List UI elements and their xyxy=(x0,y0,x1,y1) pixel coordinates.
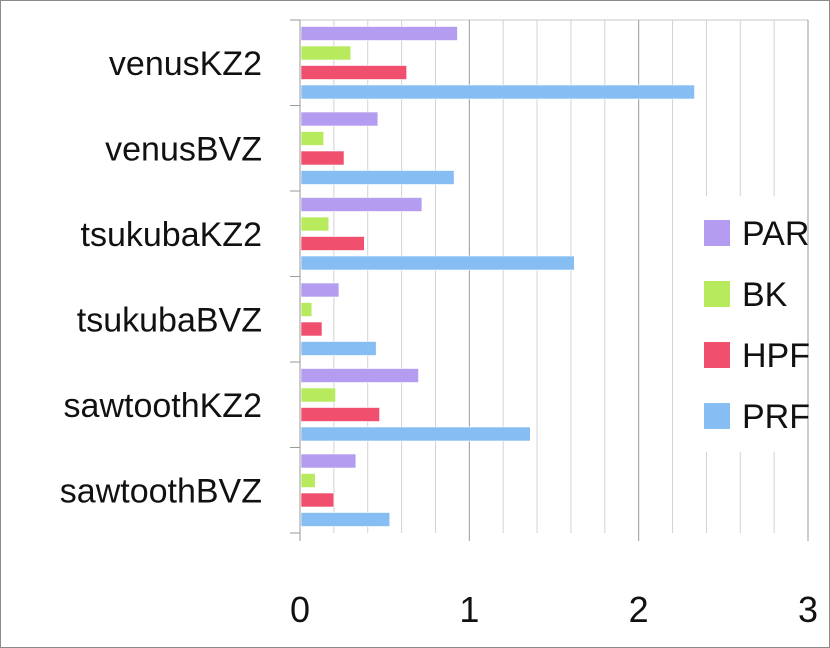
bar-bk xyxy=(300,387,336,403)
legend-swatch-par xyxy=(704,220,730,246)
bar-bk xyxy=(300,45,352,61)
legend-label-prf: PRF xyxy=(742,398,810,436)
legend-swatch-hpf xyxy=(704,342,730,368)
bar-par xyxy=(300,197,423,212)
bar-prf xyxy=(300,426,531,442)
bar-prf xyxy=(300,341,377,356)
bar-hpf xyxy=(300,407,380,422)
category-label: tsukubaKZ2 xyxy=(81,216,262,254)
bar-prf xyxy=(300,512,391,527)
bar-hpf xyxy=(300,65,407,80)
legend-swatch-prf xyxy=(704,403,730,429)
bar-bk xyxy=(300,473,316,488)
y-axis xyxy=(290,19,301,541)
bar-par xyxy=(300,453,357,469)
bar-par xyxy=(300,26,458,41)
bar-hpf xyxy=(300,321,323,337)
bar-par xyxy=(300,111,379,127)
legend-label-par: PAR xyxy=(742,215,809,253)
x-tick-label: 2 xyxy=(629,589,649,630)
x-tick-label: 3 xyxy=(798,589,818,630)
bar-prf xyxy=(300,255,575,271)
legend-swatch-bk xyxy=(704,281,730,307)
bar-bk xyxy=(300,131,325,146)
bar-hpf xyxy=(300,492,335,508)
bar-bk xyxy=(300,216,330,232)
bar-prf xyxy=(300,84,695,100)
bar-bk xyxy=(300,302,313,317)
x-tick-label: 0 xyxy=(290,589,310,630)
legend-label-bk: BK xyxy=(742,276,788,314)
category-label: sawtoothBVZ xyxy=(60,472,262,510)
bar-par xyxy=(300,282,340,298)
bar-hpf xyxy=(300,236,365,251)
legend: PAR BK HPF PRF xyxy=(688,196,810,452)
x-tick-labels: 0 1 2 3 xyxy=(290,589,818,630)
category-label: venusBVZ xyxy=(105,130,262,168)
category-label: venusKZ2 xyxy=(109,45,262,83)
bar-hpf xyxy=(300,150,345,166)
bar-par xyxy=(300,368,419,383)
bar-prf xyxy=(300,170,455,185)
gridlines xyxy=(300,19,809,541)
bars xyxy=(300,26,695,527)
legend-label-hpf: HPF xyxy=(742,337,810,375)
x-tick-label: 1 xyxy=(459,589,479,630)
category-label: sawtoothKZ2 xyxy=(64,387,262,425)
category-label: tsukubaBVZ xyxy=(77,301,262,339)
category-labels: venusKZ2 venusBVZ tsukubaKZ2 tsukubaBVZ sawt… xyxy=(60,45,262,511)
